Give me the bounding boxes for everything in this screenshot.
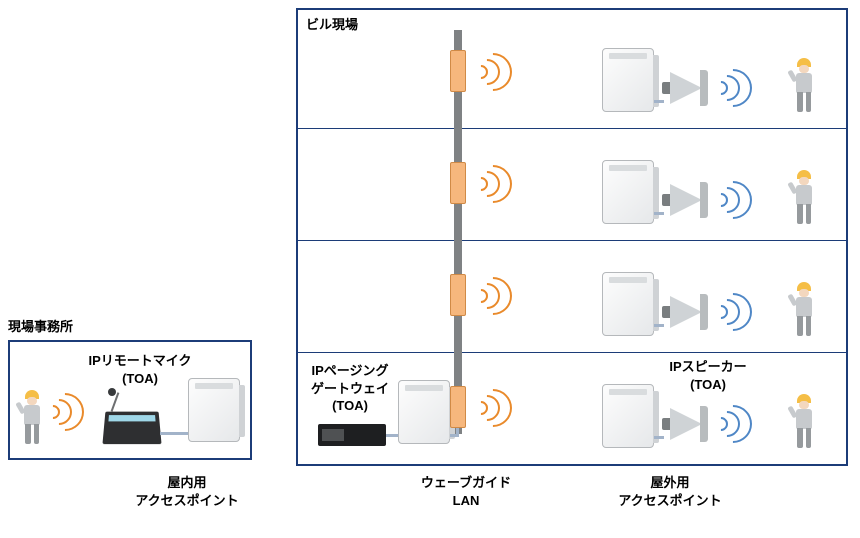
radio-waves-icon <box>714 290 768 334</box>
cable-icon <box>160 432 188 435</box>
text: 屋外用 <box>650 475 689 490</box>
ip-remote-mic-label: IPリモートマイク (TOA) <box>80 352 200 387</box>
ip-remote-mic-icon <box>102 412 161 444</box>
text: ゲートウェイ <box>311 381 389 396</box>
outdoor-access-point-icon <box>602 384 654 448</box>
text: IPページング <box>311 363 388 378</box>
text: アクセスポイント <box>618 493 721 508</box>
indoor-ap-label: 屋内用 アクセスポイント <box>112 474 262 509</box>
radio-waves-icon <box>474 274 528 318</box>
horn-speaker-icon <box>662 294 708 330</box>
worker-icon <box>790 58 818 114</box>
building-title: ビル現場 <box>306 16 358 34</box>
mic-head-icon <box>108 388 116 396</box>
text: IPリモートマイク <box>88 353 191 368</box>
horn-speaker-icon <box>662 406 708 442</box>
ip-paging-gateway-label: IPページング ゲートウェイ (TOA) <box>300 362 400 415</box>
outdoor-ap-label: 屋外用 アクセスポイント <box>590 474 750 509</box>
radio-waves-icon <box>474 386 528 430</box>
floor-divider <box>296 352 848 353</box>
floor-divider <box>296 240 848 241</box>
radio-waves-icon <box>474 50 528 94</box>
text: ウェーブガイド <box>421 475 511 490</box>
text: (TOA) <box>332 398 368 413</box>
ip-paging-gateway-icon <box>318 424 386 446</box>
text: (TOA) <box>122 371 158 386</box>
text: アクセスポイント <box>135 493 238 508</box>
horn-speaker-icon <box>662 182 708 218</box>
text: LAN <box>453 493 480 508</box>
floor-divider <box>296 128 848 129</box>
worker-icon <box>18 390 46 446</box>
ip-speaker-label: IPスピーカー (TOA) <box>648 358 768 393</box>
text: (TOA) <box>690 377 726 392</box>
worker-icon <box>790 394 818 450</box>
waveguide-node-icon <box>450 386 466 428</box>
outdoor-access-point-icon <box>602 48 654 112</box>
horn-speaker-icon <box>662 70 708 106</box>
waveguide-node-icon <box>450 50 466 92</box>
outdoor-access-point-icon <box>398 380 450 444</box>
waveguide-node-icon <box>450 162 466 204</box>
worker-icon <box>790 282 818 338</box>
cable-icon <box>386 434 398 437</box>
radio-waves-icon <box>46 390 100 434</box>
cable-icon <box>456 428 459 437</box>
outdoor-access-point-icon <box>602 272 654 336</box>
indoor-access-point-icon <box>188 378 240 442</box>
text: 屋内用 <box>167 475 206 490</box>
outdoor-access-point-icon <box>602 160 654 224</box>
waveguide-node-icon <box>450 274 466 316</box>
office-title: 現場事務所 <box>8 318 73 336</box>
radio-waves-icon <box>714 402 768 446</box>
text: IPスピーカー <box>669 359 746 374</box>
radio-waves-icon <box>714 66 768 110</box>
radio-waves-icon <box>474 162 528 206</box>
worker-icon <box>790 170 818 226</box>
waveguide-lan-label: ウェーブガイド LAN <box>396 474 536 509</box>
radio-waves-icon <box>714 178 768 222</box>
